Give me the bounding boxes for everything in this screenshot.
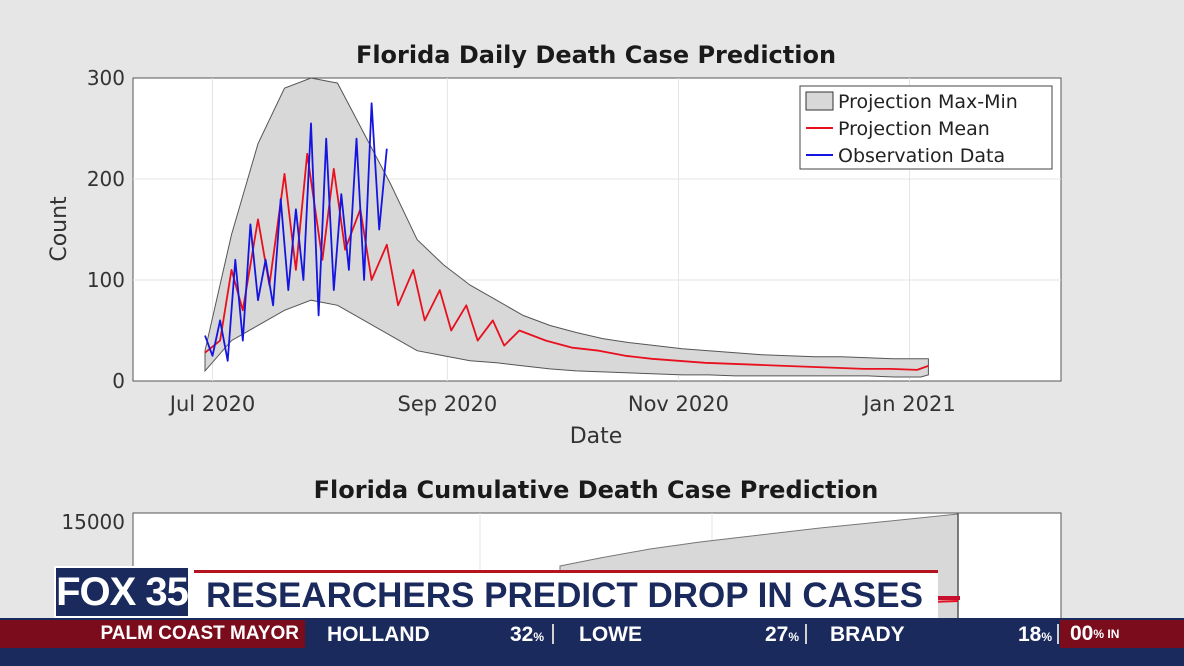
daily-chart-title: Florida Daily Death Case Prediction (356, 41, 836, 69)
x-tick-label: Sep 2020 (398, 392, 498, 416)
headline-text: RESEARCHERS PREDICT DROP IN CASES (206, 575, 923, 615)
legend-swatch-band (805, 91, 834, 111)
y-tick-label: 200 (87, 167, 125, 191)
ticker-separator (805, 624, 807, 644)
x-tick-label: Jul 2020 (168, 392, 255, 416)
headline-banner: RESEARCHERS PREDICT DROP IN CASES (194, 570, 938, 618)
y-tick-label: 300 (87, 66, 125, 90)
election-ticker: PALM COAST MAYOR HOLLAND 32% LOWE 27% BR… (0, 618, 1184, 666)
legend-entry-band: Projection Max-Min (838, 91, 1018, 113)
station-logo: FOX 35 (54, 566, 190, 618)
y-tick-label: 0 (112, 369, 125, 393)
ticker-results: HOLLAND 32% LOWE 27% BRADY 18% (305, 620, 1060, 648)
candidate-percent: 27% (765, 623, 800, 646)
ticker-topic: PALM COAST MAYOR (0, 620, 305, 648)
candidate-percent: 32% (510, 623, 545, 646)
daily-observation-group (204, 102, 388, 362)
daily-x-axis-label: Date (570, 424, 623, 449)
daily-y-axis-label: Count (47, 196, 72, 262)
candidate-name: BRADY (830, 623, 905, 646)
legend-entry-observation: Observation Data (838, 145, 1005, 167)
candidate-name: HOLLAND (327, 623, 430, 646)
candidate-percent: 18% (1018, 623, 1053, 646)
ticker-separator (552, 624, 554, 644)
ticker-band: PALM COAST MAYOR HOLLAND 32% LOWE 27% BR… (0, 620, 1184, 648)
legend-box (799, 85, 1053, 170)
legend-entry-mean: Projection Mean (838, 118, 990, 140)
projection-band (204, 77, 929, 378)
daily-x-tick-labels: Jul 2020 Sep 2020 Nov 2020 Jan 2021 (168, 392, 956, 416)
daily-band-group (204, 77, 929, 378)
cumulative-chart-title: Florida Cumulative Death Case Prediction (314, 476, 879, 504)
ticker-separator (1057, 624, 1059, 644)
daily-y-tick-labels: 0 100 200 300 (87, 66, 125, 393)
daily-mean-group (204, 152, 929, 371)
candidate-name: LOWE (579, 623, 642, 646)
y-tick-label: 100 (87, 268, 125, 292)
precincts-reporting: 00% IN (1060, 620, 1184, 648)
projection-mean-line (204, 152, 929, 371)
x-tick-label: Jan 2021 (861, 392, 956, 416)
daily-legend: Projection Max-Min Projection Mean Obser… (799, 85, 1053, 170)
headline-accent (938, 596, 960, 600)
news-lower-third: FOX 35 RESEARCHERS PREDICT DROP IN CASES… (0, 566, 1184, 666)
x-tick-label: Nov 2020 (628, 392, 729, 416)
cumulative-y-tick-label: 15000 (61, 510, 125, 534)
observation-data-line (204, 102, 388, 362)
